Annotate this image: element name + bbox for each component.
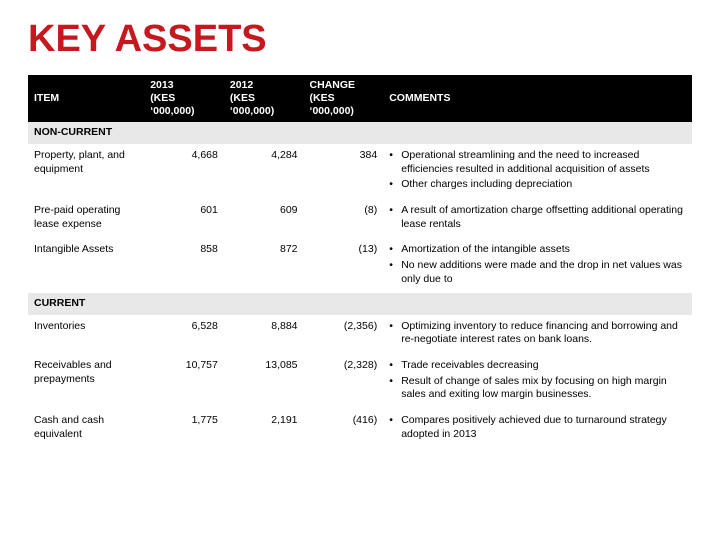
page-title: KEY ASSETS	[28, 18, 692, 61]
comment-item: Result of change of sales mix by focusin…	[389, 375, 686, 402]
comment-item: Optimizing inventory to reduce financing…	[389, 320, 686, 347]
ppe-2012: 4,284	[224, 144, 304, 199]
col-change-unit: (KES ‘000,000)	[310, 92, 354, 117]
receivables-item: Receivables and prepayments	[28, 354, 144, 409]
prepaid-2012: 609	[224, 199, 304, 238]
col-2013-year: 2013	[150, 79, 173, 91]
row-receivables: Receivables and prepayments 10,757 13,08…	[28, 354, 692, 409]
inventories-2013: 6,528	[144, 315, 224, 354]
comment-item: Trade receivables decreasing	[389, 359, 686, 373]
inventories-item: Inventories	[28, 315, 144, 354]
section-noncurrent: NON-CURRENT	[28, 122, 692, 144]
section-current: CURRENT	[28, 293, 692, 315]
section-noncurrent-label: NON-CURRENT	[28, 122, 692, 144]
row-intangible: Intangible Assets 858 872 (13) Amortizat…	[28, 238, 692, 293]
comment-item: Amortization of the intangible assets	[389, 243, 686, 257]
intangible-change: (13)	[304, 238, 384, 293]
prepaid-2013: 601	[144, 199, 224, 238]
col-item: ITEM	[28, 75, 144, 122]
comment-item: A result of amortization charge offsetti…	[389, 204, 686, 231]
col-2013: 2013 (KES ‘000,000)	[144, 75, 224, 122]
comment-item: Operational streamlining and the need to…	[389, 149, 686, 176]
receivables-change: (2,328)	[304, 354, 384, 409]
inventories-2012: 8,884	[224, 315, 304, 354]
comment-item: Other charges including depreciation	[389, 178, 686, 192]
row-prepaid: Pre-paid operating lease expense 601 609…	[28, 199, 692, 238]
ppe-item: Property, plant, and equipment	[28, 144, 144, 199]
prepaid-comments: A result of amortization charge offsetti…	[383, 199, 692, 238]
col-change-label: CHANGE	[310, 79, 356, 91]
intangible-item: Intangible Assets	[28, 238, 144, 293]
cash-change: (416)	[304, 409, 384, 448]
section-current-label: CURRENT	[28, 293, 692, 315]
receivables-2013: 10,757	[144, 354, 224, 409]
prepaid-change: (8)	[304, 199, 384, 238]
receivables-2012: 13,085	[224, 354, 304, 409]
col-change: CHANGE (KES ‘000,000)	[304, 75, 384, 122]
prepaid-item: Pre-paid operating lease expense	[28, 199, 144, 238]
col-2013-unit: (KES ‘000,000)	[150, 92, 194, 117]
ppe-change: 384	[304, 144, 384, 199]
col-2012: 2012 (KES ‘000,000)	[224, 75, 304, 122]
receivables-comments: Trade receivables decreasing Result of ch…	[383, 354, 692, 409]
intangible-2012: 872	[224, 238, 304, 293]
table-header-row: ITEM 2013 (KES ‘000,000) 2012 (KES ‘000,…	[28, 75, 692, 122]
inventories-comments: Optimizing inventory to reduce financing…	[383, 315, 692, 354]
row-cash: Cash and cash equivalent 1,775 2,191 (41…	[28, 409, 692, 448]
comment-item: Compares positively achieved due to turn…	[389, 414, 686, 441]
cash-2013: 1,775	[144, 409, 224, 448]
ppe-2013: 4,668	[144, 144, 224, 199]
intangible-2013: 858	[144, 238, 224, 293]
col-2012-year: 2012	[230, 79, 253, 91]
cash-item: Cash and cash equivalent	[28, 409, 144, 448]
comment-item: No new additions were made and the drop …	[389, 259, 686, 286]
col-comments: COMMENTS	[383, 75, 692, 122]
cash-comments: Compares positively achieved due to turn…	[383, 409, 692, 448]
row-ppe: Property, plant, and equipment 4,668 4,2…	[28, 144, 692, 199]
row-inventories: Inventories 6,528 8,884 (2,356) Optimizi…	[28, 315, 692, 354]
cash-2012: 2,191	[224, 409, 304, 448]
intangible-comments: Amortization of the intangible assets No …	[383, 238, 692, 293]
key-assets-table: ITEM 2013 (KES ‘000,000) 2012 (KES ‘000,…	[28, 75, 692, 448]
ppe-comments: Operational streamlining and the need to…	[383, 144, 692, 199]
col-2012-unit: (KES ‘000,000)	[230, 92, 274, 117]
inventories-change: (2,356)	[304, 315, 384, 354]
